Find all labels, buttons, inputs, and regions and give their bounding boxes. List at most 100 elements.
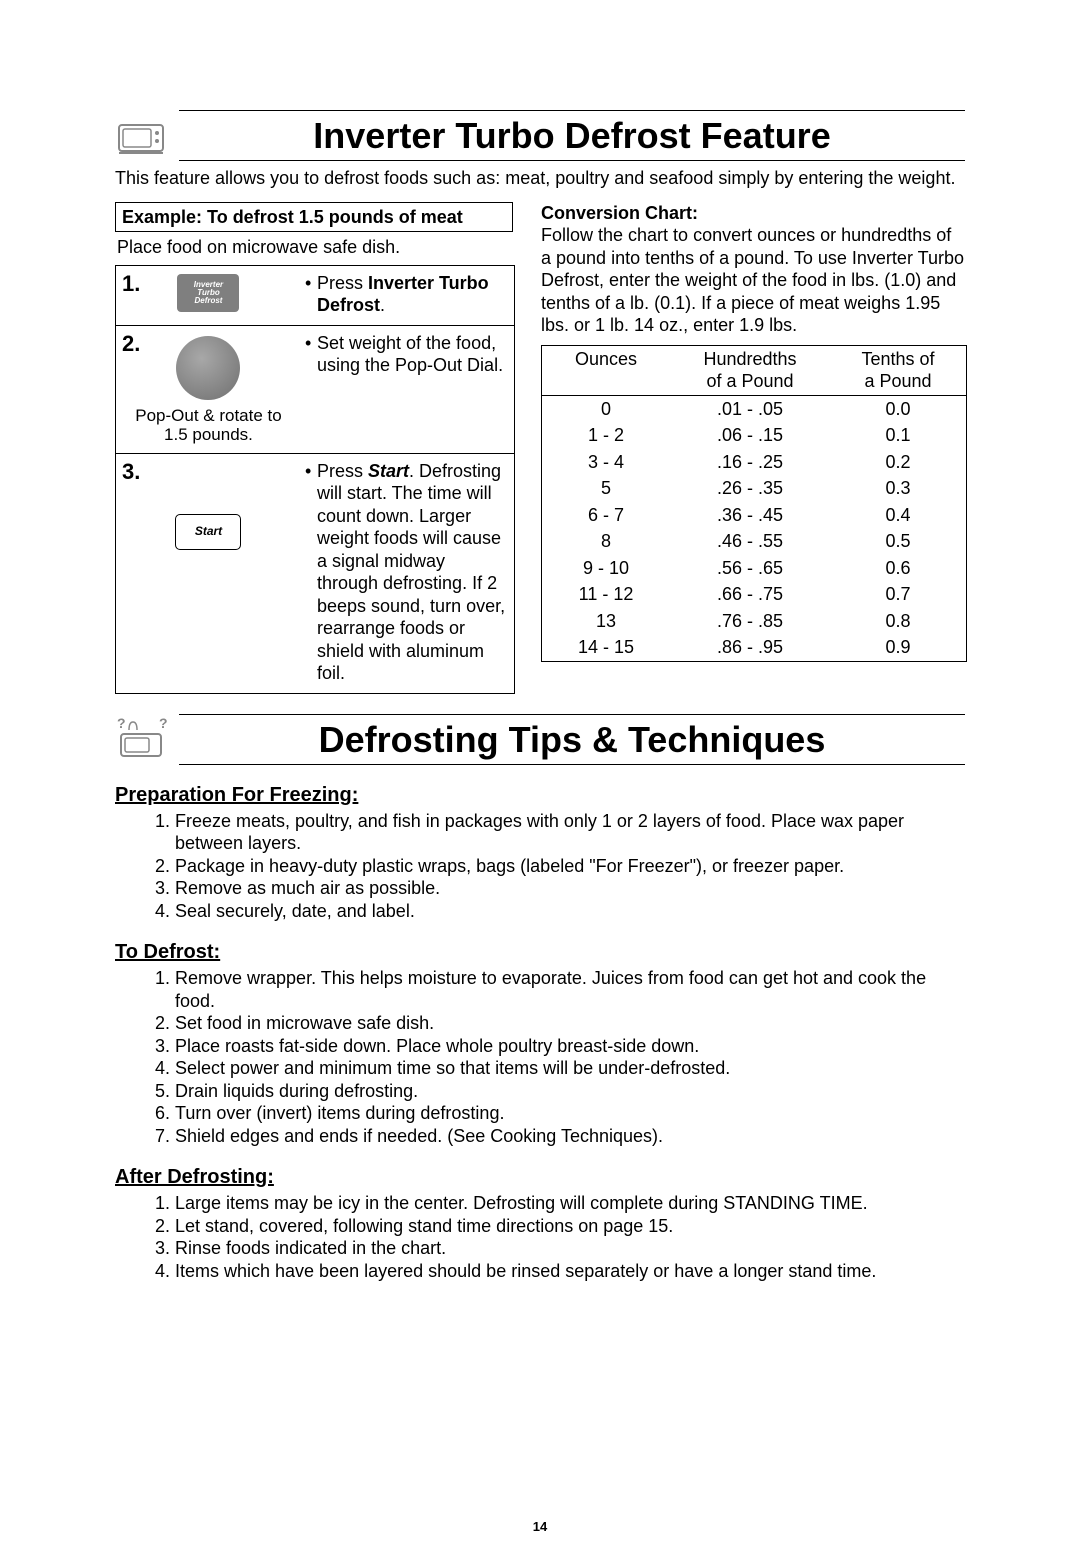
- conversion-table-head: Ounces Hundredths of a Pound Tenths of a…: [542, 346, 966, 396]
- col-header: Tenths of a Pound: [830, 346, 966, 395]
- section1-title-box: Inverter Turbo Defrost Feature: [179, 110, 965, 161]
- dial-graphic: [176, 336, 240, 400]
- conversion-cell: 0.2: [830, 449, 966, 476]
- conversion-cell: 13: [542, 608, 670, 635]
- example-title: Example: To defrost 1.5 pounds of meat: [115, 202, 513, 233]
- step-row: 3. Start • Press Start. Defrosting will …: [116, 453, 514, 693]
- step3-graphic: 3. Start: [116, 454, 301, 693]
- conversion-cell: .76 - .85: [670, 608, 830, 635]
- conversion-intro: Follow the chart to convert ounces or hu…: [541, 224, 965, 337]
- step2-graphic: 2. Pop-Out & rotate to 1.5 pounds.: [116, 326, 301, 453]
- step1-graphic: 1. Inverter Turbo Defrost: [116, 266, 301, 325]
- svg-text:?: ?: [159, 715, 168, 731]
- step2-caption: Pop-Out & rotate to 1.5 pounds.: [122, 406, 295, 445]
- conversion-row: 1 - 2.06 - .150.1: [542, 422, 966, 449]
- section2-header: ? ? Defrosting Tips & Techniques: [115, 714, 965, 765]
- conversion-cell: .16 - .25: [670, 449, 830, 476]
- conversion-cell: 0.0: [830, 396, 966, 423]
- tips-list: Large items may be icy in the center. De…: [115, 1192, 965, 1282]
- col-header: Ounces: [542, 346, 670, 395]
- conversion-cell: 0.1: [830, 422, 966, 449]
- section1-intro: This feature allows you to defrost foods…: [115, 167, 965, 190]
- conversion-cell: 0.3: [830, 475, 966, 502]
- tips-item: Place roasts fat-side down. Place whole …: [175, 1035, 965, 1058]
- tips-item: Drain liquids during defrosting.: [175, 1080, 965, 1103]
- bullet: •: [305, 272, 317, 317]
- conversion-cell: 3 - 4: [542, 449, 670, 476]
- conversion-cell: 0.8: [830, 608, 966, 635]
- conversion-cell: 0: [542, 396, 670, 423]
- conversion-cell: 14 - 15: [542, 634, 670, 661]
- tips-item: Seal securely, date, and label.: [175, 900, 965, 923]
- conversion-cell: 5: [542, 475, 670, 502]
- microwave-icon: [115, 111, 169, 161]
- conversion-row: 3 - 4.16 - .250.2: [542, 449, 966, 476]
- tips-item: Freeze meats, poultry, and fish in packa…: [175, 810, 965, 855]
- conversion-cell: 8: [542, 528, 670, 555]
- conversion-cell: .26 - .35: [670, 475, 830, 502]
- tips-item: Items which have been layered should be …: [175, 1260, 965, 1283]
- example-column: Example: To defrost 1.5 pounds of meat P…: [115, 202, 513, 694]
- conversion-cell: 0.7: [830, 581, 966, 608]
- inverter-turbo-defrost-button-graphic: Inverter Turbo Defrost: [177, 274, 239, 312]
- tips-subheading: To Defrost:: [115, 940, 965, 965]
- step-number: 1.: [122, 270, 140, 298]
- tips-subheading: Preparation For Freezing:: [115, 783, 965, 808]
- section2-title: Defrosting Tips & Techniques: [179, 717, 965, 762]
- tips-list: Remove wrapper. This helps moisture to e…: [115, 967, 965, 1147]
- step1-instruction: Press Inverter Turbo Defrost.: [317, 272, 508, 317]
- conversion-column: Conversion Chart: Follow the chart to co…: [541, 202, 965, 694]
- step-row: 2. Pop-Out & rotate to 1.5 pounds. • Set…: [116, 325, 514, 453]
- conversion-row: 0.01 - .050.0: [542, 396, 966, 423]
- conversion-table: Ounces Hundredths of a Pound Tenths of a…: [541, 345, 967, 662]
- tips-icon: ? ?: [115, 714, 169, 764]
- step-number: 3.: [122, 458, 140, 486]
- conversion-title: Conversion Chart:: [541, 202, 965, 225]
- svg-text:?: ?: [117, 715, 126, 731]
- conversion-row: 14 - 15.86 - .950.9: [542, 634, 966, 661]
- step2-instruction: Set weight of the food, using the Pop-Ou…: [317, 332, 508, 377]
- step3-instruction: Press Start. Defrosting will start. The …: [317, 460, 508, 685]
- step-number: 2.: [122, 330, 140, 358]
- section1-title: Inverter Turbo Defrost Feature: [179, 113, 965, 158]
- page-number: 14: [0, 1519, 1080, 1535]
- conversion-table-body: 0.01 - .050.01 - 2.06 - .150.13 - 4.16 -…: [542, 396, 966, 661]
- tips-item: Remove wrapper. This helps moisture to e…: [175, 967, 965, 1012]
- tips-subheading: After Defrosting:: [115, 1165, 965, 1190]
- section1-columns: Example: To defrost 1.5 pounds of meat P…: [115, 202, 965, 694]
- manual-page: Inverter Turbo Defrost Feature This feat…: [0, 0, 1080, 1565]
- conversion-cell: .56 - .65: [670, 555, 830, 582]
- tips-item: Large items may be icy in the center. De…: [175, 1192, 965, 1215]
- conversion-cell: .06 - .15: [670, 422, 830, 449]
- step-row: 1. Inverter Turbo Defrost • Press Invert…: [116, 266, 514, 325]
- conversion-row: 6 - 7.36 - .450.4: [542, 502, 966, 529]
- conversion-cell: 1 - 2: [542, 422, 670, 449]
- conversion-cell: .36 - .45: [670, 502, 830, 529]
- conversion-cell: 0.5: [830, 528, 966, 555]
- conversion-cell: .01 - .05: [670, 396, 830, 423]
- conversion-cell: .66 - .75: [670, 581, 830, 608]
- bullet: •: [305, 460, 317, 685]
- section1-header: Inverter Turbo Defrost Feature: [115, 110, 965, 161]
- step1-text: • Press Inverter Turbo Defrost.: [301, 266, 514, 325]
- conversion-cell: .46 - .55: [670, 528, 830, 555]
- step2-text: • Set weight of the food, using the Pop-…: [301, 326, 514, 453]
- tips-item: Set food in microwave safe dish.: [175, 1012, 965, 1035]
- tips-item: Shield edges and ends if needed. (See Co…: [175, 1125, 965, 1148]
- example-subtitle: Place food on microwave safe dish.: [115, 232, 513, 265]
- tips-item: Select power and minimum time so that it…: [175, 1057, 965, 1080]
- bullet: •: [305, 332, 317, 377]
- col-header: Hundredths of a Pound: [670, 346, 830, 395]
- conversion-row: 8.46 - .550.5: [542, 528, 966, 555]
- section2-title-box: Defrosting Tips & Techniques: [179, 714, 965, 765]
- btn-label-line: Defrost: [194, 297, 222, 305]
- conversion-row: 9 - 10.56 - .650.6: [542, 555, 966, 582]
- conversion-row: 11 - 12.66 - .750.7: [542, 581, 966, 608]
- tips-item: Remove as much air as possible.: [175, 877, 965, 900]
- conversion-cell: 9 - 10: [542, 555, 670, 582]
- section2: ? ? Defrosting Tips & Techniques Prepara…: [115, 714, 965, 1283]
- tips-list: Freeze meats, poultry, and fish in packa…: [115, 810, 965, 923]
- tips-item: Let stand, covered, following stand time…: [175, 1215, 965, 1238]
- start-button-graphic: Start: [175, 514, 241, 550]
- conversion-cell: .86 - .95: [670, 634, 830, 661]
